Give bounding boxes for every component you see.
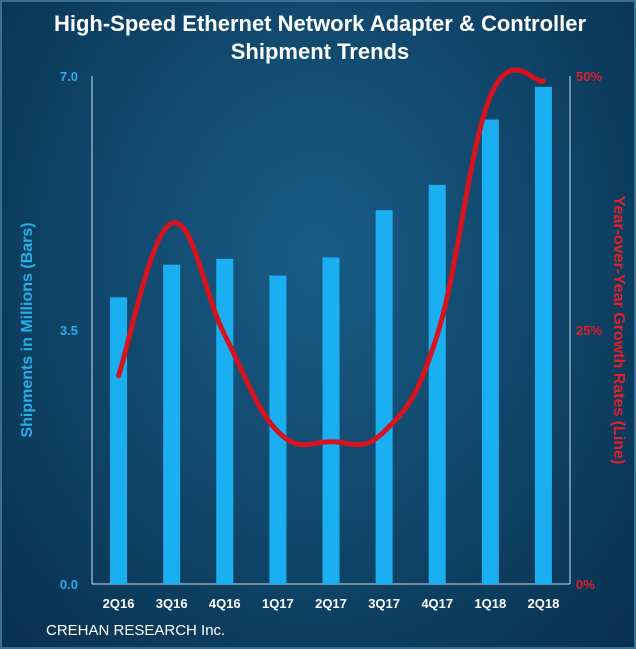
axis-labels: 0.0 3.5 7.0 0% 25% 50% 2Q16 3Q16 4Q16 1Q17 2Q17 3Q1… xyxy=(19,69,627,611)
x-tick-label: 1Q17 xyxy=(262,596,294,611)
bar-3Q16 xyxy=(163,264,181,584)
x-tick-label: 4Q17 xyxy=(421,596,453,611)
bar-2Q17 xyxy=(322,257,340,584)
bar-3Q17 xyxy=(375,210,393,584)
left-tick-label: 7.0 xyxy=(60,69,78,84)
growth-line-series xyxy=(116,67,546,448)
bar-1Q18 xyxy=(481,119,499,585)
x-tick-label: 4Q16 xyxy=(209,596,241,611)
left-tick-label: 0.0 xyxy=(60,577,78,592)
x-tick-label: 2Q16 xyxy=(103,596,135,611)
right-tick-label: 50% xyxy=(576,69,602,84)
bar-2Q18 xyxy=(534,86,552,584)
chart-title: High-Speed Ethernet Network Adapter & Co… xyxy=(2,10,636,66)
right-tick-label: 25% xyxy=(576,323,602,338)
left-axis-label: Shipments in Millions (Bars) xyxy=(19,222,36,437)
source-note: CREHAN RESEARCH Inc. xyxy=(46,622,226,639)
x-tick-label: 2Q17 xyxy=(315,596,347,611)
left-tick-label: 3.5 xyxy=(60,323,78,338)
right-tick-label: 0% xyxy=(576,577,595,592)
chart-title-line-1: High-Speed Ethernet Network Adapter & Co… xyxy=(53,11,587,36)
chart-title-line-2: Shipment Trends xyxy=(230,39,410,64)
x-tick-label: 2Q18 xyxy=(528,596,560,611)
x-tick-label: 3Q16 xyxy=(156,596,188,611)
growth-line xyxy=(116,67,546,448)
bar-series xyxy=(110,86,552,585)
right-axis-label: Year-over-Year Growth Rates (Line) xyxy=(610,196,627,465)
x-tick-label: 1Q18 xyxy=(474,596,506,611)
bar-4Q16 xyxy=(216,258,234,584)
x-tick-label: 3Q17 xyxy=(368,596,400,611)
bar-2Q16 xyxy=(110,297,128,584)
bar-4Q17 xyxy=(428,184,446,584)
